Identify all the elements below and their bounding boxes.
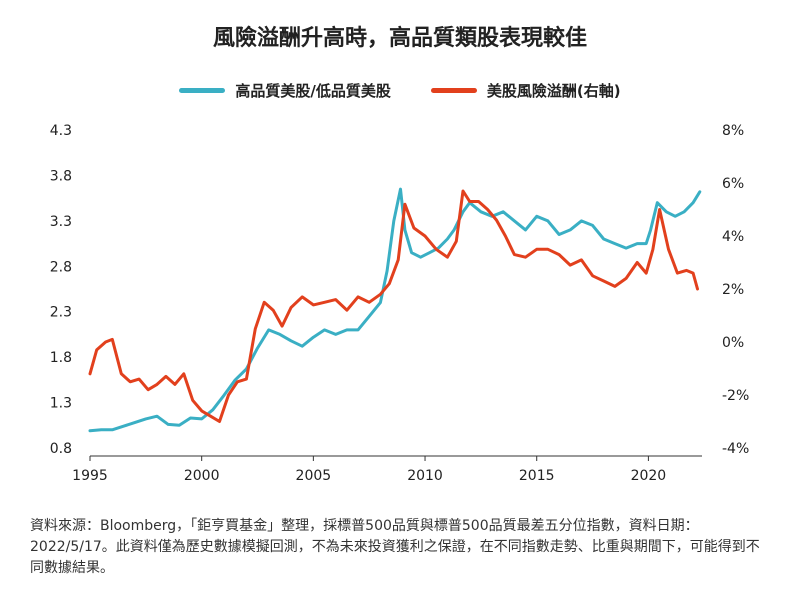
- x-tick-label: 2015: [519, 468, 555, 484]
- left-tick-label: 3.3: [50, 214, 72, 230]
- legend-item-quality: 高品質美股/低品質美股: [179, 80, 391, 101]
- left-tick-label: 2.8: [50, 259, 72, 275]
- x-tick-label: 2005: [296, 468, 332, 484]
- left-tick-label: 0.8: [50, 441, 72, 457]
- x-tick-label: 2000: [184, 468, 220, 484]
- left-tick-label: 1.3: [50, 396, 72, 412]
- series-line-quality: [88, 187, 702, 433]
- left-tick-label: 1.8: [50, 350, 72, 366]
- right-tick-label: 6%: [722, 176, 744, 192]
- series-lines: [88, 187, 702, 433]
- right-tick-label: -4%: [722, 441, 749, 457]
- x-axis: 1995 2000 2005 2010 2015 2020: [72, 455, 702, 484]
- legend-label-risk-premium: 美股風險溢酬(右軸): [486, 82, 621, 100]
- left-axis-ticks: 0.8 1.3 1.8 2.3 2.8 3.3 3.8 4.3: [50, 123, 72, 457]
- x-tick-label: 1995: [72, 468, 108, 484]
- x-tick-label: 2010: [407, 468, 443, 484]
- left-tick-label: 2.3: [50, 305, 72, 321]
- legend: 高品質美股/低品質美股 美股風險溢酬(右軸): [0, 80, 800, 101]
- right-tick-label: 8%: [722, 123, 744, 139]
- right-tick-label: 4%: [722, 229, 744, 245]
- legend-item-risk-premium: 美股風險溢酬(右軸): [430, 80, 621, 101]
- right-axis-ticks: -4% -2% 0% 2% 4% 6% 8%: [722, 123, 749, 457]
- right-tick-label: 2%: [722, 282, 744, 298]
- series-line-risk-premium: [88, 189, 699, 423]
- legend-label-quality: 高品質美股/低品質美股: [235, 82, 391, 100]
- left-tick-label: 3.8: [50, 168, 72, 184]
- right-tick-label: 0%: [722, 335, 744, 351]
- legend-swatch-risk-premium: [430, 88, 477, 93]
- source-note: 資料來源：Bloomberg，「鉅亨買基金」整理，採標普500品質與標普500品…: [30, 518, 760, 576]
- line-chart: 0.8 1.3 1.8 2.3 2.8 3.3 3.8 4.3 -4% -2% 0% 2% 4% 6% 8…: [50, 123, 750, 484]
- legend-swatch-quality: [179, 88, 226, 93]
- x-tick-label: 2020: [631, 468, 667, 484]
- left-tick-label: 4.3: [50, 123, 72, 139]
- right-tick-label: -2%: [722, 388, 749, 404]
- chart-title: 風險溢酬升高時，高品質類股表現較佳: [212, 26, 587, 51]
